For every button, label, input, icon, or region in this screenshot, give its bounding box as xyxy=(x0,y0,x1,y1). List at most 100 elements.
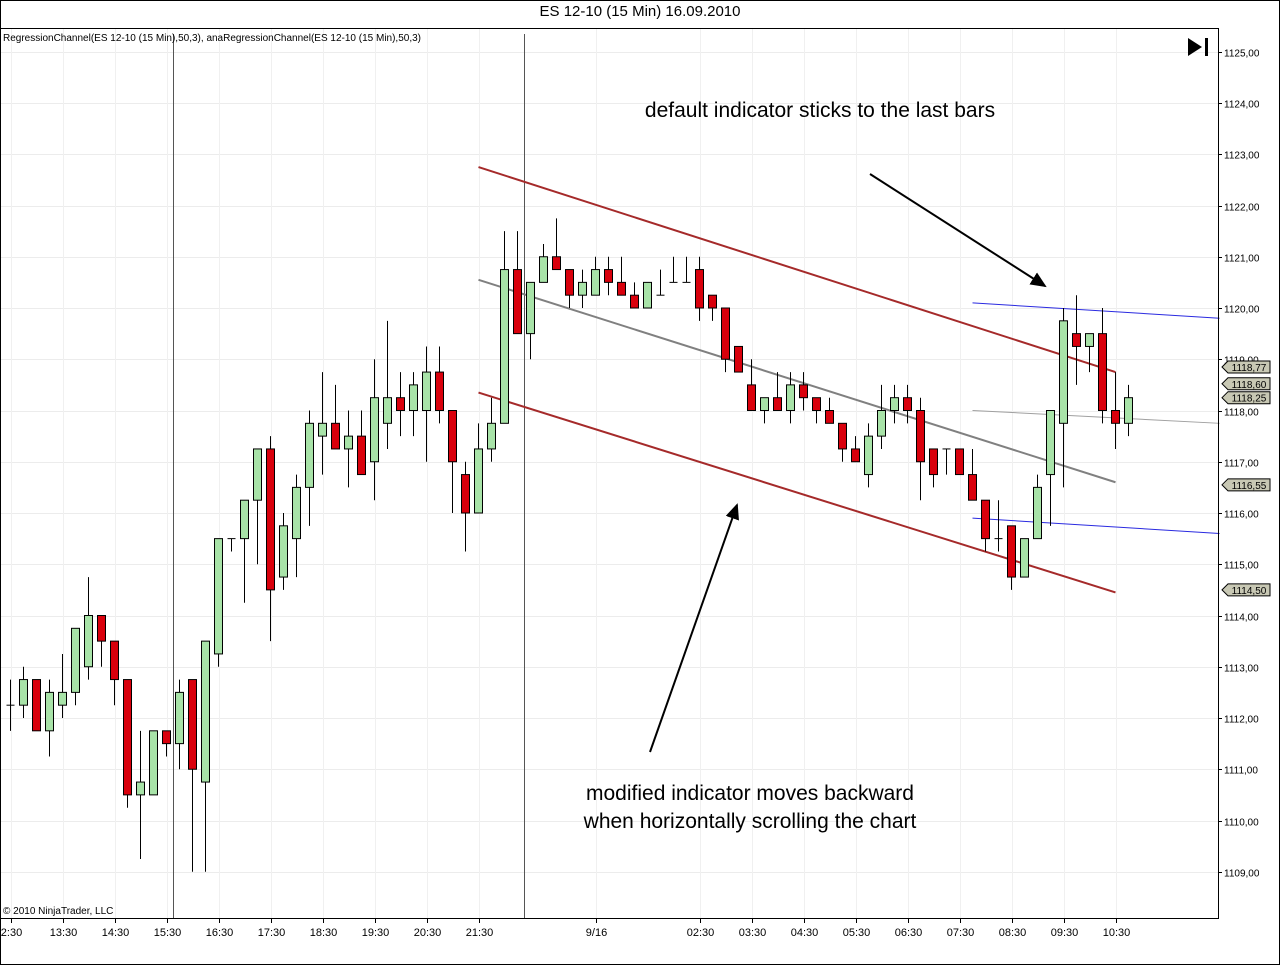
y-tick-label: 1118,00 xyxy=(1224,408,1259,419)
price-marker-label: 1118,60 xyxy=(1232,380,1267,391)
candle-body xyxy=(474,448,483,514)
candle-body xyxy=(500,269,509,424)
candle-body xyxy=(721,307,730,360)
price-marker xyxy=(1221,360,1271,374)
price-axis[interactable]: 1109,00 1110,00 1111,00 1112,00 1113,00 1114,… xyxy=(1218,49,1260,880)
candle-body xyxy=(1085,333,1094,347)
y-tick-label: 1122,00 xyxy=(1224,203,1260,214)
candle-body xyxy=(890,397,899,411)
candle-body xyxy=(812,397,821,411)
arrow-to-modified-indicator xyxy=(649,503,739,753)
candle-body xyxy=(32,679,41,732)
y-tick-label: 1120,00 xyxy=(1224,305,1260,316)
candle-body xyxy=(435,371,444,411)
arrow-to-default-indicator xyxy=(869,173,1047,288)
x-tick-label: 17:30 xyxy=(258,927,286,939)
x-tick-label: 07:30 xyxy=(947,927,975,939)
x-tick-label: 14:30 xyxy=(102,927,130,939)
candle-body xyxy=(799,384,808,399)
candle-body xyxy=(19,679,28,706)
candle-body xyxy=(513,269,522,335)
y-tick-label: 1123,00 xyxy=(1224,151,1260,162)
y-tick-label: 1112,00 xyxy=(1224,715,1259,726)
annotation-arrows xyxy=(649,173,1047,753)
candle-body xyxy=(1124,397,1133,424)
candle-body xyxy=(461,474,470,514)
candle-body xyxy=(1098,333,1107,411)
candle-body xyxy=(448,410,457,463)
candle-body xyxy=(162,730,171,745)
annotation-default-indicator: default indicator sticks to the last bar… xyxy=(644,99,996,122)
candle-body xyxy=(1020,538,1029,578)
x-tick-label: 21:30 xyxy=(466,927,494,939)
modified-channel-mid xyxy=(972,410,1220,424)
candle-body xyxy=(266,448,275,591)
modified-channel-lower xyxy=(972,517,1220,534)
x-tick-label: 05:30 xyxy=(843,927,871,939)
annotation-line-1: modified indicator moves backward xyxy=(586,782,914,805)
candle-body xyxy=(786,384,795,411)
candle-body xyxy=(552,256,561,271)
candle-body xyxy=(851,448,860,463)
x-tick-label: 03:30 xyxy=(739,927,767,939)
candle-body xyxy=(253,448,262,501)
x-tick-label: 9/16 xyxy=(586,927,607,939)
candle-body xyxy=(214,538,223,655)
copyright-text: © 2010 NinjaTrader, LLC xyxy=(3,906,114,917)
candle-body xyxy=(305,422,314,488)
candle-body xyxy=(331,422,340,450)
default-channel-lower xyxy=(478,391,1116,594)
x-tick-label: 08:30 xyxy=(999,927,1027,939)
y-tick-label: 1124,00 xyxy=(1224,100,1260,111)
y-tick-label: 1110,00 xyxy=(1224,818,1259,829)
candle-body xyxy=(84,615,93,668)
y-tick-label: 1125,00 xyxy=(1224,49,1260,60)
candle-body xyxy=(916,410,925,463)
y-tick-label: 1113,00 xyxy=(1224,664,1259,675)
annotation-modified-indicator: modified indicator moves backward when h… xyxy=(500,780,1000,836)
x-tick-label: 04:30 xyxy=(791,927,819,939)
x-tick-label: 20:30 xyxy=(414,927,442,939)
candle-body xyxy=(747,384,756,411)
candle-body xyxy=(591,269,600,296)
candle-body xyxy=(292,486,301,540)
annotation-line-2: when horizontally scrolling the chart xyxy=(583,810,917,833)
candle-body xyxy=(539,256,548,283)
candle-body xyxy=(1059,320,1068,424)
skip-to-end-icon[interactable] xyxy=(1186,36,1212,58)
x-tick-label: 18:30 xyxy=(310,927,338,939)
candle-body xyxy=(175,691,184,745)
indicator-label: RegressionChannel(ES 12-10 (15 Min),50,3… xyxy=(3,33,422,44)
candle-body xyxy=(981,499,990,540)
candle-body xyxy=(1046,410,1055,476)
candle-body xyxy=(422,371,431,411)
time-axis[interactable]: 2:30 13:30 14:30 15:30 16:30 17:30 18:30 19:30 2… xyxy=(1,918,1130,939)
candle-body xyxy=(45,691,54,732)
y-tick-label: 1114,00 xyxy=(1224,613,1259,624)
candle-body xyxy=(955,448,964,476)
candle-body xyxy=(71,627,80,693)
candle-body xyxy=(1072,333,1081,347)
y-tick-label: 1116,00 xyxy=(1224,510,1259,521)
candle-body xyxy=(487,422,496,450)
price-marker xyxy=(1221,583,1271,597)
y-tick-label: 1121,00 xyxy=(1224,254,1260,265)
x-tick-label: 16:30 xyxy=(206,927,234,939)
x-tick-label: 09:30 xyxy=(1051,927,1079,939)
candle-body xyxy=(630,294,639,309)
candles xyxy=(6,218,1133,872)
candle-body xyxy=(838,422,847,450)
candle-body xyxy=(864,435,873,476)
candle-body xyxy=(1033,486,1042,540)
candle-body xyxy=(929,448,938,476)
candle-body xyxy=(877,410,886,437)
default-channel-upper xyxy=(478,166,1116,374)
candle-body xyxy=(240,499,249,540)
candle-body xyxy=(110,640,119,681)
x-tick-label: 10:30 xyxy=(1103,927,1131,939)
y-tick-label: 1109,00 xyxy=(1224,869,1260,880)
candle-body xyxy=(578,281,587,296)
candle-body xyxy=(617,281,626,296)
regression-overlays xyxy=(478,166,1220,594)
